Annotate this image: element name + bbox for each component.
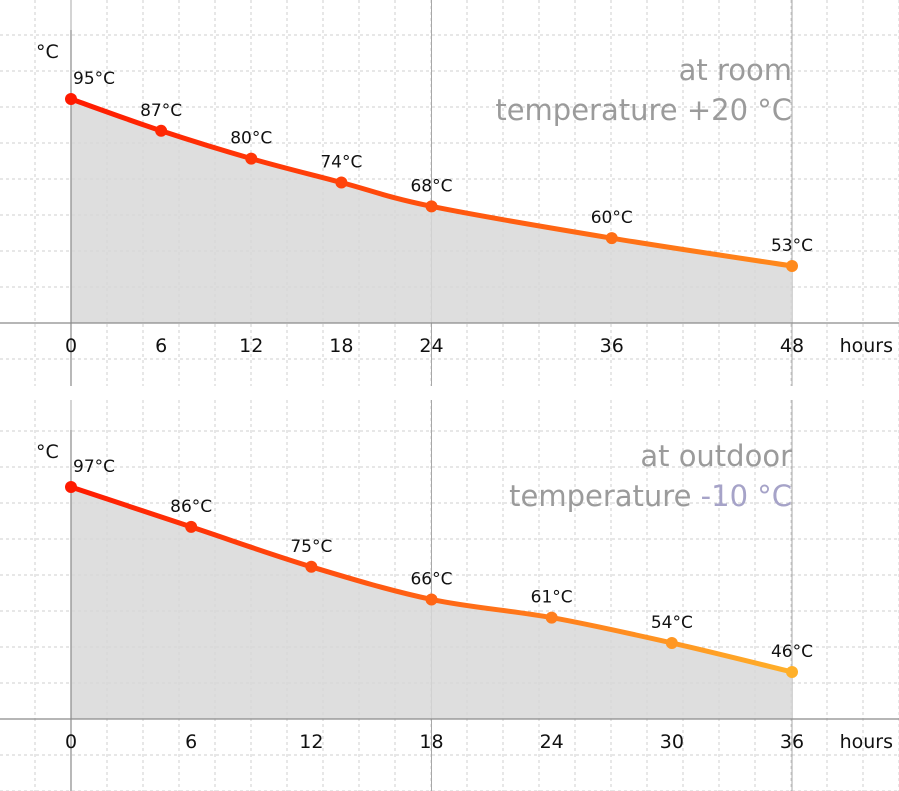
chart-2-x-tick-4: 24 (540, 731, 564, 753)
chart-1-x-tick-3: 18 (329, 335, 353, 357)
chart-2-data-label-3: 66°C (410, 569, 452, 589)
chart-2-point-2 (305, 560, 318, 573)
chart-2-title-line-1: temperature -10 °C (509, 479, 792, 513)
chart-2-title-line-0: at outdoor (640, 439, 792, 473)
chart-2-title-segment-0-0: at outdoor (640, 439, 792, 473)
chart-1-point-5 (605, 232, 618, 245)
chart-2-data-label-4: 61°C (531, 588, 573, 608)
chart-2-point-3 (425, 593, 438, 606)
chart-1-data-label-0: 95°C (73, 69, 115, 89)
chart-2-data-label-1: 86°C (170, 497, 212, 517)
chart-1-x-tick-4: 24 (419, 335, 443, 357)
chart-1-point-1 (155, 124, 168, 137)
chart-1-data-label-3: 74°C (320, 153, 362, 173)
chart-1-data-label-2: 80°C (230, 129, 272, 149)
chart-2-point-5 (665, 636, 678, 649)
chart-1-title-line-0: at room (679, 53, 792, 87)
chart-1-point-3 (335, 176, 348, 189)
chart-1-data-label-6: 53°C (771, 236, 813, 256)
chart-1-x-tick-0: 0 (65, 335, 77, 357)
chart-2-point-1 (185, 520, 198, 533)
chart-1-x-tick-6: 48 (780, 335, 804, 357)
chart-1: 95°C 87°C 80°C 74°C 68°C 60°C 53°C 0 6 12 18 24 36 48… (0, 0, 899, 386)
chart-2-x-tick-2: 12 (299, 731, 323, 753)
chart-2-x-tick-3: 18 (419, 731, 443, 753)
chart-1-data-label-4: 68°C (410, 176, 452, 196)
chart-1-y-axis-label: °C (36, 41, 59, 63)
chart-1-point-0 (65, 93, 77, 105)
chart-2-title-segment-1-1: -10 °C (701, 479, 792, 513)
chart-2-data-label-5: 54°C (651, 613, 693, 633)
chart-1-point-6 (786, 260, 798, 272)
chart-1-point-4 (425, 200, 438, 213)
chart-2-y-axis-label: °C (36, 441, 59, 463)
chart-1-title-line-1: temperature +20 °C (495, 93, 792, 127)
chart-2-title-segment-1-0: temperature (509, 479, 701, 513)
chart-2-x-tick-1: 6 (185, 731, 197, 753)
chart-2-x-tick-0: 0 (65, 731, 77, 753)
chart-2-data-label-2: 75°C (290, 537, 332, 557)
chart-2-point-0 (65, 481, 77, 493)
chart-1-x-tick-5: 36 (600, 335, 624, 357)
chart-1-x-axis-label: hours (840, 335, 893, 357)
chart-1-x-tick-2: 12 (239, 335, 263, 357)
chart-1-data-label-5: 60°C (591, 208, 633, 228)
chart-1-title-segment-1-0: temperature +20 °C (495, 93, 792, 127)
chart-2: 97°C 86°C 75°C 66°C 61°C 54°C 46°C 0 6 12 18 24 30 36… (0, 400, 899, 791)
chart-2-point-4 (545, 611, 558, 624)
chart-2-data-label-6: 46°C (771, 642, 813, 662)
chart-2-x-tick-5: 30 (660, 731, 684, 753)
chart-1-title-segment-0-0: at room (679, 53, 792, 87)
chart-1-x-tick-1: 6 (155, 335, 167, 357)
chart-2-point-6 (786, 666, 798, 678)
chart-2-x-axis-label: hours (840, 731, 893, 753)
chart-1-data-label-1: 87°C (140, 101, 182, 121)
chart-2-x-tick-6: 36 (780, 731, 804, 753)
chart-2-data-label-0: 97°C (73, 457, 115, 477)
chart-1-point-2 (245, 152, 258, 165)
